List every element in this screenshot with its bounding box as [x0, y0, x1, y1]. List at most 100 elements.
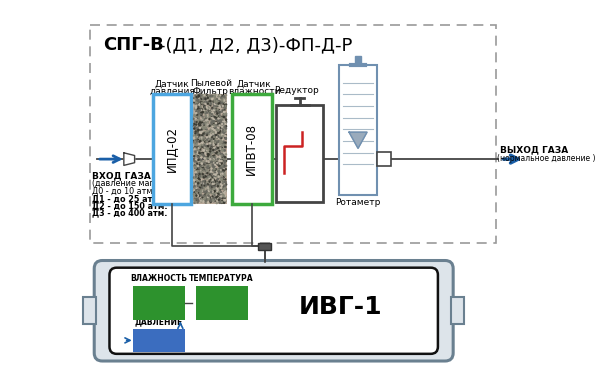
Point [208, 137, 218, 143]
Point [221, 158, 231, 164]
Point [200, 131, 209, 138]
Point [194, 172, 204, 179]
Point [211, 128, 221, 134]
Point [193, 181, 202, 187]
Point [198, 134, 208, 140]
Point [203, 165, 213, 171]
Point [201, 96, 211, 102]
Point [217, 172, 226, 178]
Point [190, 148, 200, 154]
Point [194, 145, 203, 151]
Point [191, 193, 201, 199]
Point [211, 123, 221, 129]
Point [210, 175, 220, 181]
Point [203, 122, 213, 128]
Point [202, 114, 212, 121]
Point [191, 133, 201, 140]
Point [220, 98, 230, 105]
Point [190, 124, 200, 130]
Point [208, 135, 217, 142]
Point [217, 96, 227, 102]
Point [214, 117, 224, 123]
Point [214, 183, 224, 189]
Point [215, 122, 224, 129]
Point [208, 190, 217, 196]
Point [194, 176, 203, 182]
Point [190, 98, 200, 104]
Point [200, 140, 209, 146]
Point [198, 125, 208, 131]
Point [203, 181, 212, 187]
Point [217, 108, 227, 114]
Point [205, 112, 214, 118]
Point [209, 185, 219, 191]
Point [206, 140, 215, 146]
Point [215, 192, 224, 198]
Point [209, 136, 218, 142]
Point [205, 145, 214, 151]
Point [212, 198, 221, 204]
Point [199, 174, 209, 181]
Point [220, 184, 229, 190]
Point [197, 128, 206, 134]
Point [200, 150, 210, 156]
Point [196, 190, 205, 196]
Point [191, 92, 200, 99]
Point [211, 181, 221, 187]
Point [212, 160, 222, 166]
Point [200, 195, 210, 201]
Point [211, 150, 221, 156]
Point [221, 101, 230, 108]
Point [201, 97, 211, 103]
Point [219, 193, 229, 199]
Point [209, 167, 219, 173]
Point [203, 164, 213, 170]
Point [213, 179, 223, 185]
Point [194, 114, 204, 121]
Point [219, 166, 229, 172]
Point [193, 179, 202, 186]
Point [212, 99, 222, 105]
Point [205, 177, 215, 184]
Point [221, 100, 230, 106]
Point [196, 105, 205, 112]
Point [217, 170, 227, 176]
Point [213, 195, 223, 201]
Point [190, 189, 199, 195]
Point [207, 154, 217, 161]
Point [196, 173, 206, 179]
Point [213, 193, 223, 200]
Point [205, 159, 215, 165]
Point [215, 122, 224, 129]
Point [209, 154, 219, 160]
Point [202, 117, 212, 123]
Point [219, 109, 229, 115]
Text: Д0 - до 10 атм.: Д0 - до 10 атм. [92, 187, 155, 196]
Point [190, 114, 199, 120]
Point [196, 112, 205, 119]
Point [193, 187, 203, 193]
Point [193, 91, 203, 98]
Point [202, 115, 212, 122]
Point [202, 93, 212, 99]
Point [202, 183, 211, 189]
Point [196, 136, 205, 142]
Point [217, 146, 227, 152]
Point [196, 167, 206, 173]
Text: ИВГ-1: ИВГ-1 [299, 295, 383, 319]
Point [213, 143, 223, 149]
Point [214, 127, 224, 133]
Point [191, 175, 200, 181]
Point [192, 94, 202, 100]
Point [215, 109, 224, 115]
Point [190, 131, 200, 137]
Point [194, 100, 204, 106]
Point [190, 153, 199, 159]
Point [192, 151, 202, 158]
Point [221, 187, 230, 193]
Point [217, 120, 226, 126]
Point [191, 151, 201, 158]
Point [195, 165, 205, 171]
Point [196, 166, 206, 172]
Point [218, 170, 227, 176]
